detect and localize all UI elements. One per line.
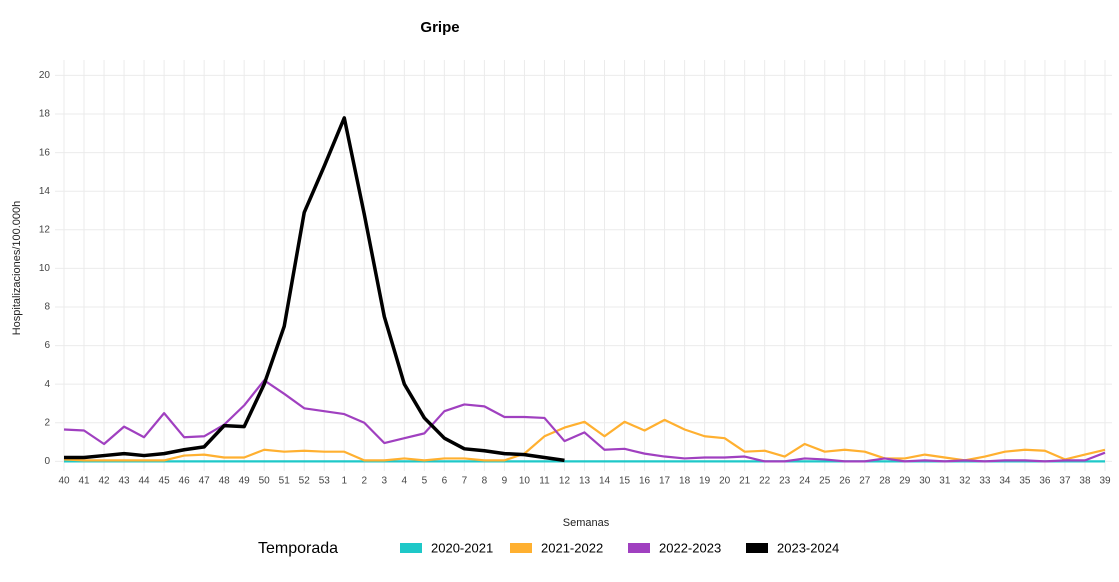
x-tick-label: 47 bbox=[199, 476, 211, 487]
x-tick-label: 20 bbox=[719, 476, 731, 487]
x-tick-label: 22 bbox=[759, 476, 771, 487]
series-line bbox=[63, 379, 1106, 463]
x-tick-label: 23 bbox=[779, 476, 791, 487]
x-tick-label: 15 bbox=[619, 476, 631, 487]
chart-title: Gripe bbox=[420, 19, 459, 36]
x-tick-label: 30 bbox=[919, 476, 931, 487]
legend-swatch bbox=[510, 543, 532, 553]
y-tick-label: 20 bbox=[39, 70, 51, 81]
x-tick-label: 2 bbox=[362, 476, 368, 487]
x-tick-label: 10 bbox=[519, 476, 531, 487]
series-line bbox=[64, 116, 565, 463]
x-tick-label: 45 bbox=[159, 476, 171, 487]
x-tick-label: 25 bbox=[819, 476, 831, 487]
legend-swatch bbox=[400, 543, 422, 553]
x-tick-label: 43 bbox=[118, 476, 130, 487]
legend-swatch bbox=[628, 543, 650, 553]
x-tick-label: 4 bbox=[402, 476, 408, 487]
x-tick-label: 36 bbox=[1039, 476, 1051, 487]
legend-swatch bbox=[746, 543, 768, 553]
y-tick-label: 0 bbox=[44, 456, 50, 467]
x-tick-label: 5 bbox=[422, 476, 428, 487]
x-tick-label: 38 bbox=[1079, 476, 1091, 487]
x-tick-label: 29 bbox=[899, 476, 911, 487]
x-tick-label: 28 bbox=[879, 476, 891, 487]
y-tick-label: 18 bbox=[39, 109, 51, 120]
legend-label: 2020-2021 bbox=[431, 540, 493, 555]
x-tick-label: 49 bbox=[239, 476, 251, 487]
x-tick-label: 52 bbox=[299, 476, 311, 487]
y-tick-label: 2 bbox=[44, 417, 50, 428]
legend-label: 2021-2022 bbox=[541, 540, 603, 555]
x-tick-label: 17 bbox=[659, 476, 671, 487]
x-axis-label: Semanas bbox=[563, 517, 610, 529]
x-tick-label: 7 bbox=[462, 476, 468, 487]
x-tick-label: 24 bbox=[799, 476, 811, 487]
x-tick-label: 40 bbox=[58, 476, 70, 487]
x-tick-label: 42 bbox=[98, 476, 110, 487]
legend-label: 2022-2023 bbox=[659, 540, 721, 555]
x-tick-label: 19 bbox=[699, 476, 711, 487]
x-tick-label: 34 bbox=[999, 476, 1011, 487]
x-tick-label: 46 bbox=[179, 476, 191, 487]
x-tick-label: 41 bbox=[78, 476, 90, 487]
legend-title: Temporada bbox=[258, 540, 338, 557]
x-tick-label: 14 bbox=[599, 476, 611, 487]
x-tick-label: 12 bbox=[559, 476, 571, 487]
x-tick-label: 8 bbox=[482, 476, 488, 487]
x-tick-label: 11 bbox=[539, 476, 550, 487]
x-tick-label: 26 bbox=[839, 476, 851, 487]
legend-label: 2023-2024 bbox=[777, 540, 839, 555]
x-tick-label: 33 bbox=[979, 476, 991, 487]
x-tick-label: 9 bbox=[502, 476, 508, 487]
x-tick-label: 16 bbox=[639, 476, 651, 487]
x-tick-label: 37 bbox=[1059, 476, 1071, 487]
y-tick-label: 6 bbox=[44, 340, 50, 351]
x-tick-label: 21 bbox=[739, 476, 751, 487]
x-tick-label: 13 bbox=[579, 476, 591, 487]
x-tick-label: 44 bbox=[139, 476, 151, 487]
y-tick-label: 16 bbox=[39, 147, 51, 158]
x-tick-label: 53 bbox=[319, 476, 331, 487]
y-tick-label: 8 bbox=[44, 302, 50, 313]
x-tick-label: 27 bbox=[859, 476, 871, 487]
x-tick-label: 48 bbox=[219, 476, 231, 487]
x-tick-label: 39 bbox=[1099, 476, 1111, 487]
x-tick-label: 3 bbox=[382, 476, 388, 487]
x-tick-label: 50 bbox=[259, 476, 271, 487]
y-tick-label: 10 bbox=[39, 263, 51, 274]
x-tick-label: 6 bbox=[442, 476, 448, 487]
y-tick-label: 12 bbox=[39, 224, 51, 235]
x-tick-label: 1 bbox=[341, 476, 347, 487]
x-tick-label: 18 bbox=[679, 476, 691, 487]
x-tick-label: 32 bbox=[959, 476, 971, 487]
y-tick-label: 14 bbox=[39, 186, 51, 197]
y-tick-label: 4 bbox=[44, 379, 50, 390]
x-tick-label: 51 bbox=[279, 476, 291, 487]
series-line bbox=[63, 418, 1106, 462]
x-tick-label: 31 bbox=[939, 476, 951, 487]
x-tick-label: 35 bbox=[1019, 476, 1031, 487]
y-axis-label: Hospitalizaciones/100.000h bbox=[11, 201, 23, 336]
